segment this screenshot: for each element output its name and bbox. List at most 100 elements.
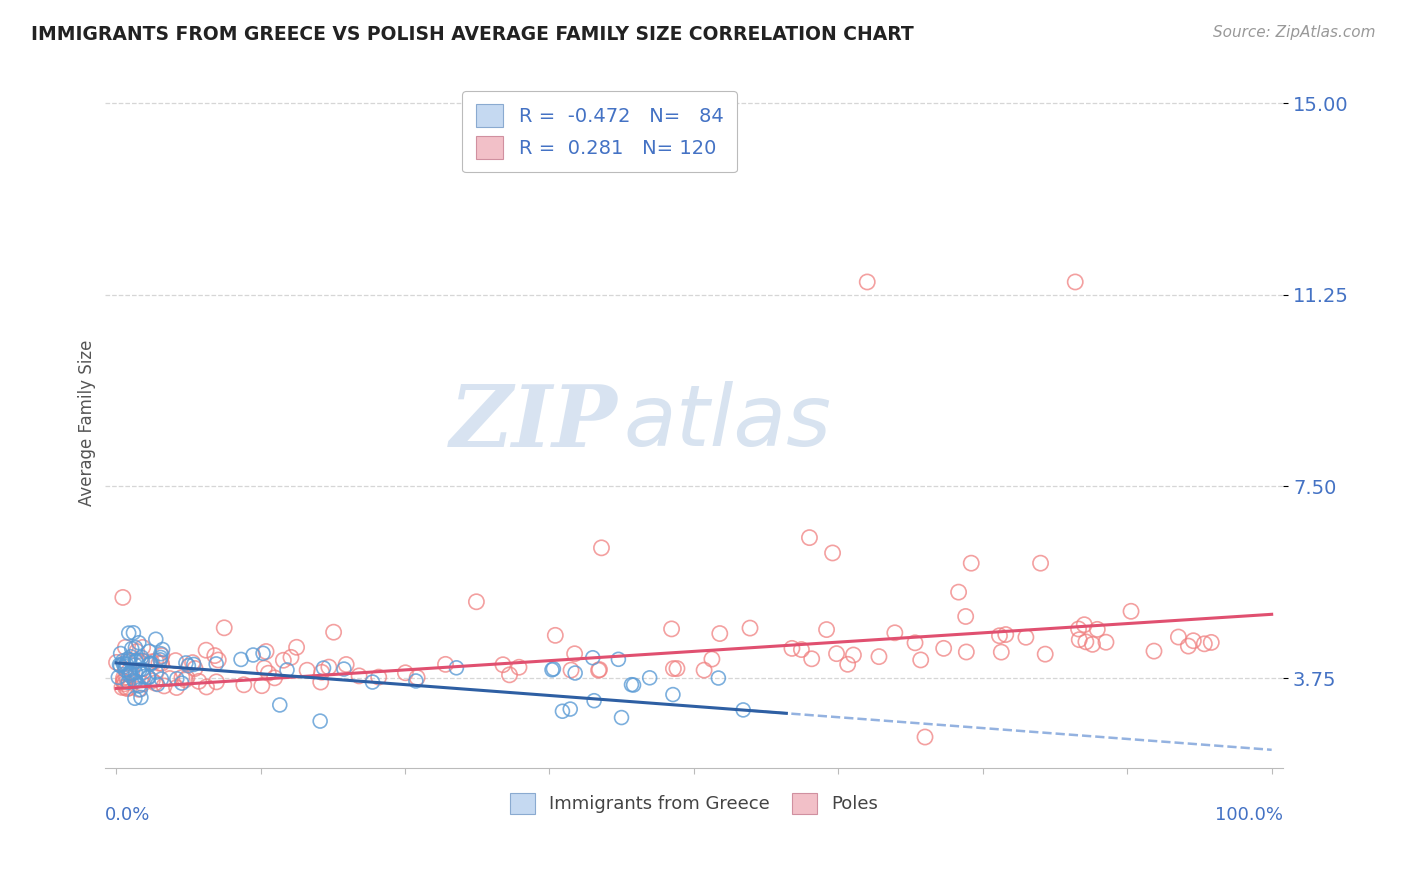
Point [205, 674, 228, 689]
Point [159, 672, 181, 686]
Point [149, 653, 172, 667]
Point [174, 673, 197, 687]
Point [800, 652, 823, 666]
Point [170, 671, 193, 685]
Point [125, 655, 148, 669]
Point [1182, 633, 1205, 648]
Point [361, 675, 384, 690]
Point [212, 621, 235, 635]
Point [121, 665, 143, 680]
Text: 100.0%: 100.0% [1215, 805, 1284, 823]
Point [110, 658, 132, 673]
Point [148, 656, 170, 670]
Point [145, 665, 167, 680]
Point [124, 691, 146, 706]
Point [145, 654, 167, 668]
Point [434, 657, 457, 672]
Point [124, 657, 146, 672]
Point [124, 674, 146, 689]
Point [183, 657, 205, 672]
Point [117, 675, 139, 690]
Point [1029, 556, 1052, 570]
Point [132, 670, 155, 684]
Point [141, 655, 163, 669]
Point [883, 625, 905, 640]
Point [129, 690, 152, 705]
Point [184, 661, 207, 675]
Point [150, 648, 173, 663]
Point [780, 641, 803, 656]
Point [932, 641, 955, 656]
Point [112, 677, 135, 691]
Point [994, 627, 1017, 641]
Point [112, 674, 135, 689]
Point [910, 653, 932, 667]
Point [257, 666, 280, 681]
Point [551, 704, 574, 718]
Point [174, 656, 197, 670]
Point [318, 660, 340, 674]
Point [138, 670, 160, 684]
Point [150, 672, 173, 686]
Point [176, 671, 198, 685]
Point [960, 556, 983, 570]
Point [138, 644, 160, 658]
Point [815, 623, 838, 637]
Point [322, 625, 344, 640]
Point [131, 640, 153, 655]
Point [623, 678, 645, 692]
Point [661, 622, 683, 636]
Point [254, 644, 277, 658]
Point [733, 703, 755, 717]
Point [837, 657, 859, 672]
Point [394, 665, 416, 680]
Point [914, 730, 936, 744]
Point [738, 621, 761, 635]
Point [508, 660, 530, 674]
Point [1069, 632, 1091, 647]
Point [125, 654, 148, 668]
Point [120, 666, 142, 681]
Point [131, 650, 153, 665]
Point [232, 678, 254, 692]
Point [204, 648, 226, 663]
Point [114, 663, 136, 677]
Point [111, 654, 134, 668]
Point [665, 661, 688, 675]
Point [111, 591, 134, 605]
Point [1194, 637, 1216, 651]
Point [105, 656, 128, 670]
Point [118, 668, 141, 682]
Point [842, 648, 865, 662]
Point [948, 585, 970, 599]
Point [367, 670, 389, 684]
Point [988, 629, 1011, 643]
Point [588, 663, 610, 677]
Point [118, 626, 141, 640]
Text: IMMIGRANTS FROM GREECE VS POLISH AVERAGE FAMILY SIZE CORRELATION CHART: IMMIGRANTS FROM GREECE VS POLISH AVERAGE… [31, 25, 914, 44]
Point [406, 671, 429, 685]
Point [118, 653, 141, 667]
Point [149, 650, 172, 665]
Point [1073, 617, 1095, 632]
Point [114, 659, 136, 673]
Point [125, 653, 148, 667]
Point [790, 642, 813, 657]
Point [111, 681, 134, 695]
Point [273, 653, 295, 667]
Point [115, 670, 138, 684]
Point [195, 643, 218, 657]
Point [707, 671, 730, 685]
Point [112, 657, 135, 671]
Point [114, 640, 136, 655]
Point [132, 665, 155, 680]
Point [112, 671, 135, 685]
Point [1177, 639, 1199, 653]
Point [1085, 623, 1108, 637]
Point [128, 663, 150, 677]
Point [335, 657, 357, 672]
Point [560, 663, 582, 677]
Point [110, 647, 132, 661]
Point [311, 665, 333, 680]
Point [269, 698, 291, 712]
